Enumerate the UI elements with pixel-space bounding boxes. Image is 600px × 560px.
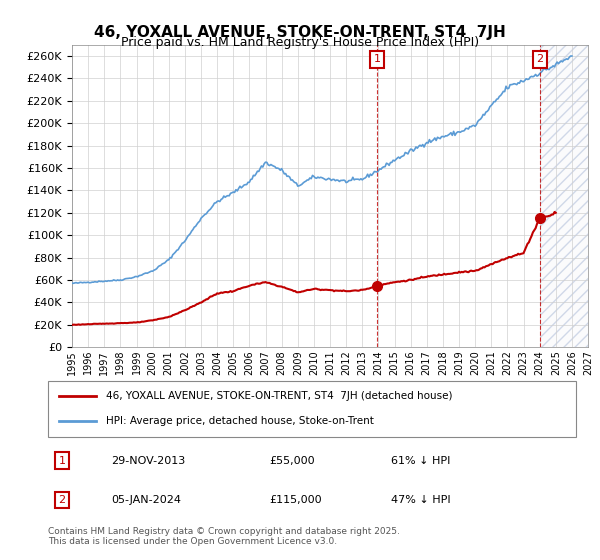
Text: £115,000: £115,000	[270, 495, 322, 505]
Text: 29-NOV-2013: 29-NOV-2013	[112, 456, 185, 466]
Text: 05-JAN-2024: 05-JAN-2024	[112, 495, 181, 505]
Text: 1: 1	[373, 54, 380, 64]
Text: HPI: Average price, detached house, Stoke-on-Trent: HPI: Average price, detached house, Stok…	[106, 416, 374, 426]
Text: 2: 2	[59, 495, 65, 505]
FancyBboxPatch shape	[48, 381, 576, 437]
Text: 47% ↓ HPI: 47% ↓ HPI	[391, 495, 451, 505]
Bar	[540, 45, 588, 347]
Text: 61% ↓ HPI: 61% ↓ HPI	[391, 456, 451, 466]
Text: 2: 2	[536, 54, 544, 64]
Text: 46, YOXALL AVENUE, STOKE-ON-TRENT, ST4  7JH (detached house): 46, YOXALL AVENUE, STOKE-ON-TRENT, ST4 7…	[106, 391, 452, 402]
Text: 1: 1	[59, 456, 65, 466]
Text: Contains HM Land Registry data © Crown copyright and database right 2025.
This d: Contains HM Land Registry data © Crown c…	[48, 526, 400, 546]
Text: Price paid vs. HM Land Registry's House Price Index (HPI): Price paid vs. HM Land Registry's House …	[121, 36, 479, 49]
Text: 46, YOXALL AVENUE, STOKE-ON-TRENT, ST4  7JH: 46, YOXALL AVENUE, STOKE-ON-TRENT, ST4 7…	[94, 25, 506, 40]
Text: £55,000: £55,000	[270, 456, 316, 466]
Bar	[540, 45, 588, 347]
